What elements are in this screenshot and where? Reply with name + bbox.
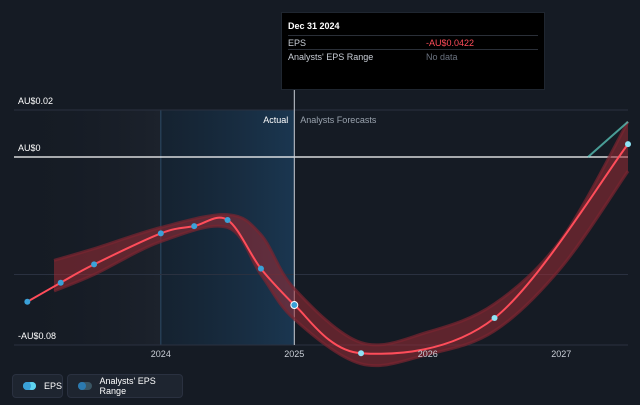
x-tick-label-1: 2025 [284, 349, 304, 359]
section-label-actual: Actual [263, 115, 288, 125]
eps-line-1 [293, 143, 629, 355]
eps-point-0 [24, 298, 31, 305]
eps-point-1 [57, 279, 64, 286]
tooltip-range-value: No data [426, 52, 458, 62]
eps-point-2 [91, 261, 98, 268]
tooltip-date: Dec 31 2024 [288, 21, 340, 31]
eps-legend-icon [23, 382, 36, 390]
eps-point-4 [191, 223, 198, 230]
eps-point-3 [157, 230, 164, 237]
eps-range-upper-edge [53, 121, 630, 347]
y-axis-label-0: AU$0.02 [18, 96, 53, 106]
eps-point-10 [625, 141, 631, 148]
eps-range-lower-edge [53, 170, 630, 368]
eps-point-6 [257, 265, 264, 272]
range-legend-icon [78, 382, 92, 390]
tooltip-row-range: Analysts' EPS Range No data [288, 49, 538, 64]
tooltip-eps-value: -AU$0.0422 [426, 38, 475, 48]
eps-point-7 [290, 301, 299, 310]
legend-eps-toggle[interactable]: EPS [12, 374, 63, 398]
tooltip-eps-label: EPS [288, 38, 307, 48]
y-axis-label-1: AU$0 [18, 143, 41, 153]
x-tick-label-3: 2027 [551, 349, 571, 359]
eps-point-8 [358, 350, 365, 357]
legend-range-label: Analysts' EPS Range [99, 376, 156, 396]
legend-range-toggle[interactable]: Analysts' EPS Range [67, 374, 183, 398]
y-axis-label-2: -AU$0.08 [18, 331, 56, 341]
eps-point-5 [224, 216, 231, 223]
tooltip-range-label: Analysts' EPS Range [288, 52, 374, 62]
past-shading [14, 110, 161, 345]
legend-eps-label: EPS [43, 381, 62, 391]
x-tick-label-0: 2024 [151, 349, 171, 359]
x-tick-label-2: 2026 [418, 349, 438, 359]
tooltip: Dec 31 2024 EPS -AU$0.0422 Analysts' EPS… [281, 12, 545, 90]
section-label-forecast: Analysts Forecasts [300, 115, 377, 125]
eps-line-0 [26, 216, 296, 306]
tooltip-row-eps: EPS -AU$0.0422 [288, 35, 538, 50]
eps-range-positive-edge [587, 121, 629, 158]
eps-point-9 [491, 314, 498, 321]
